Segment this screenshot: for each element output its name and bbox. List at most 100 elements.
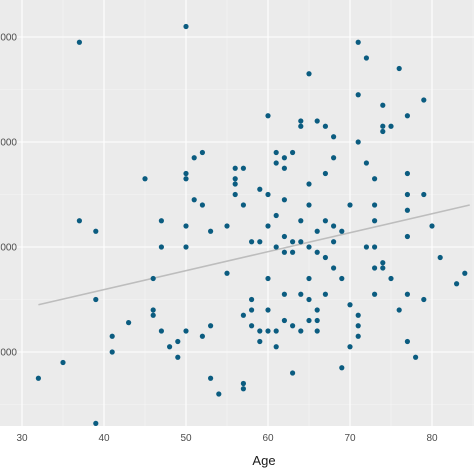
data-point — [314, 328, 320, 334]
data-point — [208, 228, 214, 234]
data-point — [273, 344, 279, 350]
data-point — [224, 223, 230, 229]
data-point — [199, 202, 205, 208]
data-point — [421, 191, 427, 198]
data-point — [257, 186, 263, 192]
data-point — [281, 165, 287, 171]
data-point — [331, 134, 337, 140]
data-point — [372, 265, 378, 271]
data-point — [175, 338, 181, 345]
data-point — [249, 296, 255, 303]
data-point — [150, 307, 156, 313]
y-axis-tick-labels: 000 000 000 000 — [0, 33, 17, 359]
data-point — [396, 307, 402, 313]
data-point — [314, 228, 320, 234]
y-tick-label: 000 — [0, 33, 17, 44]
data-point — [372, 244, 378, 250]
y-tick-label: 000 — [0, 138, 17, 149]
data-point — [322, 123, 328, 129]
data-point — [363, 244, 369, 250]
data-point — [372, 291, 378, 297]
data-point — [380, 260, 386, 266]
data-point — [142, 176, 148, 182]
data-point — [281, 249, 287, 255]
data-point — [290, 370, 296, 376]
data-point — [265, 307, 271, 313]
data-point — [339, 275, 345, 282]
data-point — [413, 354, 419, 360]
data-point — [150, 312, 156, 318]
data-point — [175, 354, 181, 360]
data-point — [240, 312, 246, 318]
data-point — [331, 239, 337, 245]
data-point — [273, 149, 279, 156]
data-point — [331, 155, 337, 161]
data-point — [298, 123, 304, 129]
x-tick-label: 70 — [344, 433, 356, 444]
data-point — [322, 291, 328, 297]
data-point — [281, 317, 287, 324]
data-point — [355, 312, 361, 318]
data-point — [183, 176, 189, 182]
data-point — [208, 375, 214, 381]
x-tick-label: 60 — [262, 433, 274, 444]
data-point — [249, 307, 255, 313]
data-point — [183, 170, 189, 177]
data-point — [273, 328, 279, 334]
data-point — [76, 39, 82, 45]
data-point — [298, 328, 304, 334]
data-point — [314, 249, 320, 255]
data-point — [273, 212, 279, 219]
data-point — [93, 420, 99, 426]
data-point — [249, 323, 255, 329]
data-point — [126, 320, 132, 326]
x-tick-label: 50 — [180, 433, 192, 444]
data-point — [314, 317, 320, 324]
data-point — [208, 323, 214, 329]
data-point — [404, 233, 410, 240]
data-point — [183, 244, 189, 250]
data-point — [298, 218, 304, 224]
data-point — [265, 113, 271, 119]
x-tick-label: 40 — [98, 433, 110, 444]
data-point — [158, 244, 164, 250]
data-point — [240, 202, 246, 208]
data-point — [273, 160, 279, 166]
data-point — [306, 244, 312, 250]
data-point — [306, 296, 312, 303]
data-point — [191, 197, 197, 203]
data-point — [404, 291, 410, 297]
data-point — [314, 307, 320, 313]
plot-panel — [0, 0, 474, 426]
data-point — [347, 202, 353, 208]
data-point — [232, 176, 238, 182]
x-tick-label: 30 — [16, 433, 28, 444]
data-point — [322, 254, 328, 261]
data-point — [306, 71, 312, 77]
data-points — [35, 23, 468, 426]
data-point — [109, 333, 115, 339]
x-axis-tick-labels: 30 40 50 60 70 80 — [16, 433, 438, 444]
data-point — [232, 165, 238, 171]
minor-grid — [0, 0, 474, 426]
data-point — [322, 170, 328, 177]
data-point — [388, 275, 394, 282]
data-point — [76, 218, 82, 224]
data-point — [347, 344, 353, 350]
y-tick-label: 000 — [0, 243, 17, 254]
x-tick-label: 80 — [426, 433, 438, 444]
data-point — [404, 170, 410, 177]
data-point — [281, 291, 287, 297]
data-point — [281, 155, 287, 161]
data-point — [339, 365, 345, 371]
major-grid — [0, 0, 474, 426]
data-point — [60, 359, 66, 366]
data-point — [191, 155, 197, 161]
data-point — [290, 323, 296, 329]
data-point — [150, 275, 156, 282]
data-point — [314, 118, 320, 124]
data-point — [257, 328, 263, 334]
data-point — [199, 333, 205, 339]
data-point — [306, 317, 312, 324]
